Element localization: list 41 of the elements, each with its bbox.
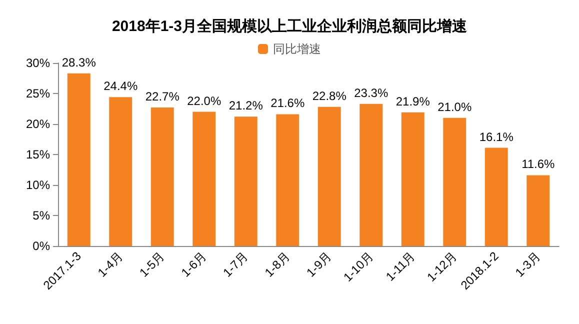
x-tick-label: 1-8月: [262, 249, 293, 280]
bar: [67, 73, 90, 246]
bar: [401, 112, 424, 246]
y-tick-label: 30%: [26, 56, 50, 70]
bar: [318, 106, 341, 246]
bar: [150, 108, 174, 246]
data-label: 22.0%: [187, 94, 222, 108]
legend-label: 同比增速: [273, 42, 321, 56]
x-tick-label: 1-5月: [136, 249, 168, 280]
data-label: 21.0%: [438, 100, 472, 114]
data-label: 21.6%: [270, 96, 305, 110]
data-label: 24.4%: [104, 79, 138, 94]
x-tick-label: 1-6月: [178, 249, 210, 280]
bar: [526, 175, 550, 246]
y-tick-label: 20%: [26, 117, 50, 131]
x-tick-label: 1-3月: [512, 249, 544, 280]
y-tick-label: 0%: [32, 239, 50, 253]
x-tick-label: 1-11月: [383, 249, 418, 284]
chart-title: 2018年1-3月全国规模以上工业企业利润总额同比增速: [112, 17, 468, 35]
data-label: 11.6%: [522, 157, 556, 172]
bar: [484, 148, 508, 246]
y-tick-label: 10%: [26, 178, 50, 192]
x-tick-label: 1-4月: [94, 249, 126, 280]
x-tick-label: 1-9月: [304, 249, 334, 280]
y-tick-label: 25%: [26, 86, 50, 100]
data-label: 23.3%: [354, 86, 388, 100]
bar: [443, 118, 466, 246]
bar: [276, 114, 300, 246]
y-tick-label: 5%: [32, 208, 50, 222]
bar: [109, 97, 132, 246]
bar: [360, 104, 383, 246]
data-label: 21.2%: [228, 98, 264, 113]
data-label: 28.3%: [62, 55, 96, 70]
x-tick-label: 1-7月: [220, 249, 251, 280]
bar: [234, 116, 258, 246]
y-tick-label: 15%: [26, 148, 50, 162]
bar: [192, 112, 216, 246]
data-label: 22.7%: [145, 90, 180, 104]
data-label: 22.8%: [312, 88, 347, 103]
data-label: 21.9%: [396, 94, 430, 108]
data-label: 16.1%: [479, 130, 514, 144]
